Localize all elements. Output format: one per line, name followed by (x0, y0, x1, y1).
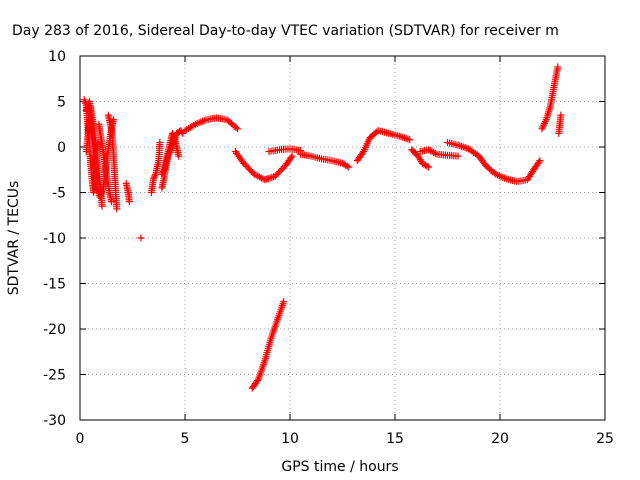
data-point (98, 202, 106, 210)
data-point (402, 135, 410, 143)
data-point (425, 163, 433, 171)
data-point (264, 175, 272, 183)
y-tick-label: -25 (43, 368, 66, 384)
data-point (263, 175, 271, 183)
data-point (397, 133, 405, 141)
data-point (421, 161, 429, 169)
data-point (459, 143, 467, 151)
data-point (241, 161, 249, 169)
data-point (113, 205, 121, 213)
data-point (458, 142, 465, 150)
data-point (288, 152, 296, 160)
data-point (151, 172, 159, 180)
data-point (277, 166, 285, 174)
data-point (178, 128, 186, 136)
data-point (175, 152, 183, 160)
data-point (454, 152, 462, 160)
data-point (431, 149, 439, 157)
data-point (253, 377, 261, 385)
data-point (406, 136, 414, 144)
y-tick-label: 10 (48, 49, 66, 65)
data-point (240, 159, 248, 167)
data-point (423, 162, 431, 170)
data-point (266, 174, 274, 182)
data-point (345, 163, 353, 171)
data-point (287, 154, 295, 162)
data-point (244, 164, 252, 172)
data-point (246, 166, 254, 174)
data-point (150, 173, 158, 181)
y-tick-label: 0 (57, 140, 66, 156)
data-points (80, 63, 565, 392)
x-tick-label: 10 (281, 431, 299, 447)
data-point (125, 198, 133, 206)
x-tick-label: 5 (181, 431, 190, 447)
x-tick-label: 20 (491, 431, 509, 447)
chart-title: Day 283 of 2016, Sidereal Day-to-day VTE… (12, 23, 559, 39)
data-point (243, 163, 251, 170)
y-tick-labels: -30 -25 -20 -15 -10 -5 0 5 10 (43, 49, 66, 429)
y-tick-label: -30 (43, 413, 66, 429)
data-point (535, 158, 543, 166)
data-point (404, 135, 412, 143)
data-point (554, 63, 562, 71)
data-point (150, 175, 157, 183)
x-tick-label: 0 (76, 431, 85, 447)
data-point (456, 142, 464, 150)
y-axis-label: SDTVAR / TECUs (6, 181, 22, 296)
data-point (274, 169, 282, 177)
data-point (273, 171, 281, 179)
data-point (108, 198, 115, 206)
data-point (343, 162, 351, 170)
y-tick-label: -15 (43, 277, 66, 293)
plot-frame (79, 55, 606, 421)
data-point (234, 125, 241, 133)
data-point (247, 167, 255, 175)
data-point (399, 133, 407, 141)
data-point (232, 124, 240, 131)
data-point (110, 116, 118, 124)
gridlines (80, 56, 605, 420)
data-point (271, 172, 279, 180)
data-point (156, 138, 164, 146)
data-point (400, 134, 408, 142)
x-axis-label: GPS time / hours (281, 459, 398, 475)
x-tick-label: 25 (596, 431, 614, 447)
y-tick-label: -5 (52, 186, 66, 202)
data-point (536, 157, 544, 165)
x-tick-label: 15 (386, 431, 404, 447)
data-point (280, 298, 288, 306)
data-point (276, 167, 284, 175)
y-tick-label: 5 (57, 95, 66, 111)
data-point (137, 234, 145, 242)
data-point (279, 164, 287, 172)
x-tick-labels: 0 5 10 15 20 25 (76, 431, 614, 447)
data-point (557, 111, 565, 119)
y-tick-label: -10 (43, 231, 66, 247)
axis-ticks (79, 55, 606, 421)
y-tick-label: -20 (43, 322, 66, 338)
